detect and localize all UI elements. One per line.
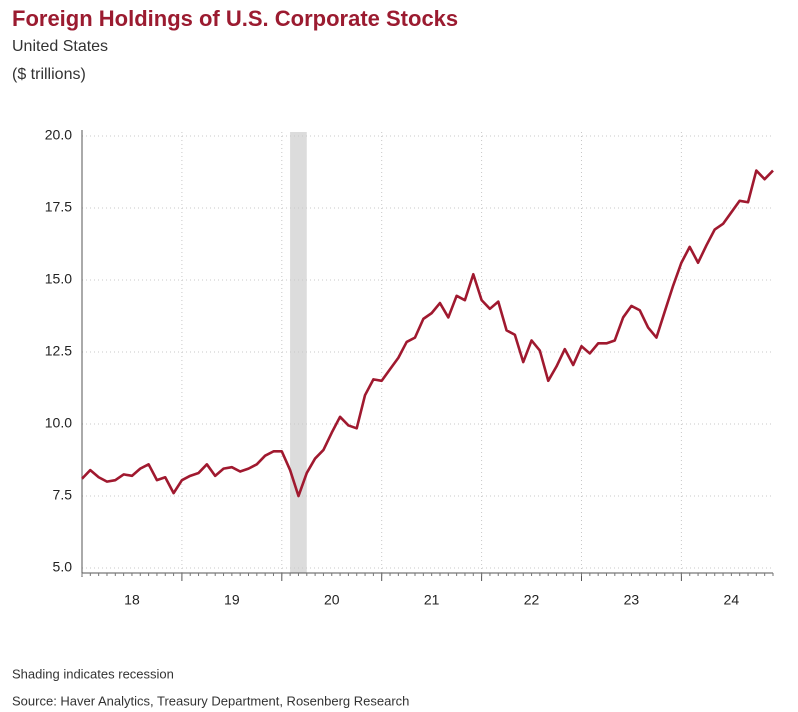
y-axis-label: ($ trillions)	[12, 66, 86, 83]
x-tick-label: 24	[724, 592, 740, 608]
x-tick-label: 19	[224, 592, 240, 608]
note: Shading indicates recession	[12, 666, 174, 681]
y-tick-label: 12.5	[45, 343, 72, 359]
x-tick-label: 21	[424, 592, 440, 608]
x-tick-label: 20	[324, 592, 340, 608]
x-tick-label: 23	[624, 592, 640, 608]
chart-title: Foreign Holdings of U.S. Corporate Stock…	[12, 6, 458, 31]
y-tick-label: 17.5	[45, 199, 72, 215]
y-tick-label: 15.0	[45, 271, 72, 287]
source: Source: Haver Analytics, Treasury Depart…	[12, 693, 409, 708]
y-tick-label: 20.0	[45, 127, 72, 143]
data-line	[81, 169, 774, 498]
x-tick-label: 22	[524, 592, 540, 608]
chart-subtitle: United States	[12, 38, 108, 55]
x-tick-label: 18	[124, 592, 140, 608]
y-tick-label: 7.5	[53, 487, 73, 503]
y-tick-label: 10.0	[45, 415, 72, 431]
y-tick-label: 5.0	[53, 559, 73, 575]
